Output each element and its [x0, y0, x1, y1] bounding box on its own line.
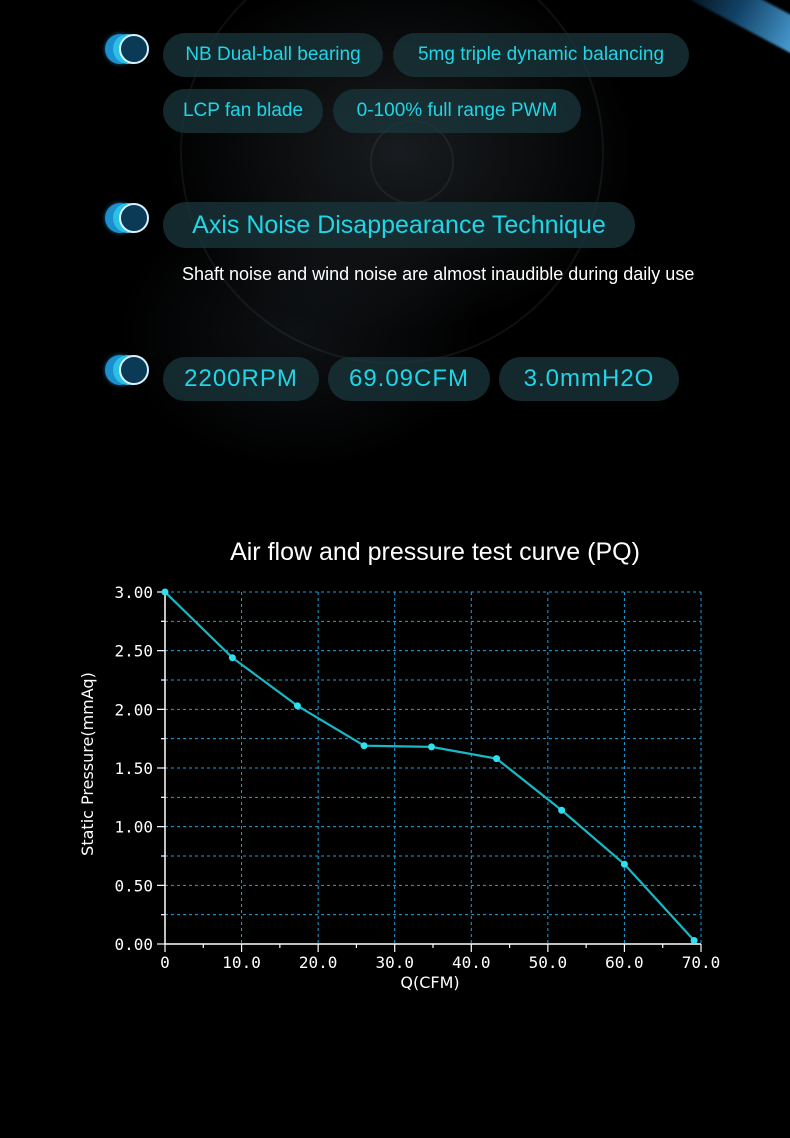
- pq-data-point: [690, 936, 698, 944]
- y-tick-label: 2.50: [114, 642, 153, 661]
- x-tick-label: 40.0: [452, 953, 491, 972]
- pq-data-point: [620, 860, 628, 868]
- pq-data-point: [228, 654, 236, 662]
- feature-pill-pwm: 0-100% full range PWM: [333, 89, 581, 133]
- x-tick-label: 70.0: [682, 953, 721, 972]
- y-tick-label: 1.00: [114, 818, 153, 837]
- pq-data-point: [293, 702, 301, 710]
- x-tick-label: 50.0: [529, 953, 568, 972]
- pq-curve-line: [164, 591, 695, 942]
- x-axis-title: Q(CFM): [400, 973, 459, 992]
- pq-data-point: [558, 806, 566, 814]
- y-tick-label: 2.00: [114, 700, 153, 719]
- feature-pill-bearing: NB Dual-ball bearing: [163, 33, 383, 77]
- x-tick-label: 20.0: [299, 953, 338, 972]
- chart-title: Air flow and pressure test curve (PQ): [230, 538, 640, 566]
- pq-data-point: [493, 755, 501, 763]
- spec-speed-pill: 2200RPM: [163, 357, 319, 401]
- y-tick-label: 0.00: [114, 935, 153, 954]
- y-tick-label: 1.50: [114, 759, 153, 778]
- x-tick-label: 0: [160, 953, 170, 972]
- features-bullet-icon: [105, 34, 149, 64]
- pq-data-point: [360, 742, 368, 750]
- spec-airflow-pill: 69.09CFM: [328, 357, 490, 401]
- x-tick-label: 60.0: [605, 953, 644, 972]
- specs-bullet-icon: [105, 355, 149, 385]
- noise-bullet-icon: [105, 203, 149, 233]
- x-tick-label: 30.0: [375, 953, 414, 972]
- feature-pill-balancing: 5mg triple dynamic balancing: [393, 33, 689, 77]
- feature-pill-blade: LCP fan blade: [163, 89, 323, 133]
- x-tick-label: 10.0: [222, 953, 261, 972]
- pq-data-point: [427, 743, 435, 751]
- y-tick-label: 0.50: [114, 876, 153, 895]
- y-axis-title: Static Pressure(mmAq): [78, 672, 97, 856]
- noise-description: Shaft noise and wind noise are almost in…: [182, 264, 695, 284]
- y-tick-label: 3.00: [114, 583, 153, 602]
- noise-heading-pill: Axis Noise Disappearance Technique: [163, 202, 635, 248]
- spec-pressure-pill: 3.0mmH2O: [499, 357, 679, 401]
- pq-data-point: [161, 588, 169, 596]
